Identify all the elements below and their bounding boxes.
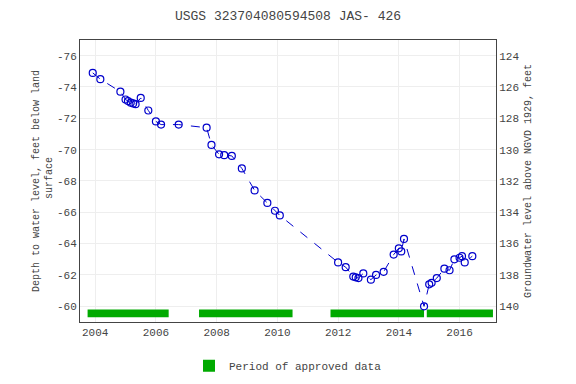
svg-text:136: 136	[499, 238, 519, 250]
svg-text:124: 124	[499, 51, 519, 63]
svg-text:134: 134	[499, 207, 519, 219]
svg-text:Period of approved data: Period of approved data	[229, 361, 381, 373]
svg-text:Depth to water level, feet bel: Depth to water level, feet below land su…	[31, 70, 55, 292]
svg-text:128: 128	[499, 113, 519, 125]
svg-text:138: 138	[499, 270, 519, 282]
svg-text:-66: -66	[57, 207, 77, 219]
svg-text:-62: -62	[57, 270, 77, 282]
svg-text:USGS 323704080594508 JAS- 426: USGS 323704080594508 JAS- 426	[175, 9, 401, 24]
svg-text:2004: 2004	[82, 327, 109, 339]
svg-text:-60: -60	[57, 301, 77, 313]
svg-text:130: 130	[499, 145, 519, 157]
svg-text:2008: 2008	[203, 327, 229, 339]
svg-text:2014: 2014	[386, 327, 413, 339]
svg-text:Groundwater level above NGVD 1: Groundwater level above NGVD 1929, feet	[523, 64, 534, 298]
svg-text:-76: -76	[57, 51, 77, 63]
svg-text:-74: -74	[57, 82, 77, 94]
svg-text:-64: -64	[57, 238, 77, 250]
svg-text:-72: -72	[57, 113, 77, 125]
svg-text:2012: 2012	[325, 327, 351, 339]
svg-text:132: 132	[499, 176, 519, 188]
svg-text:140: 140	[499, 301, 519, 313]
svg-text:2010: 2010	[264, 327, 290, 339]
svg-text:-68: -68	[57, 176, 77, 188]
svg-text:2006: 2006	[143, 327, 169, 339]
svg-text:-70: -70	[57, 145, 77, 157]
svg-text:126: 126	[499, 82, 519, 94]
svg-text:2016: 2016	[446, 327, 472, 339]
